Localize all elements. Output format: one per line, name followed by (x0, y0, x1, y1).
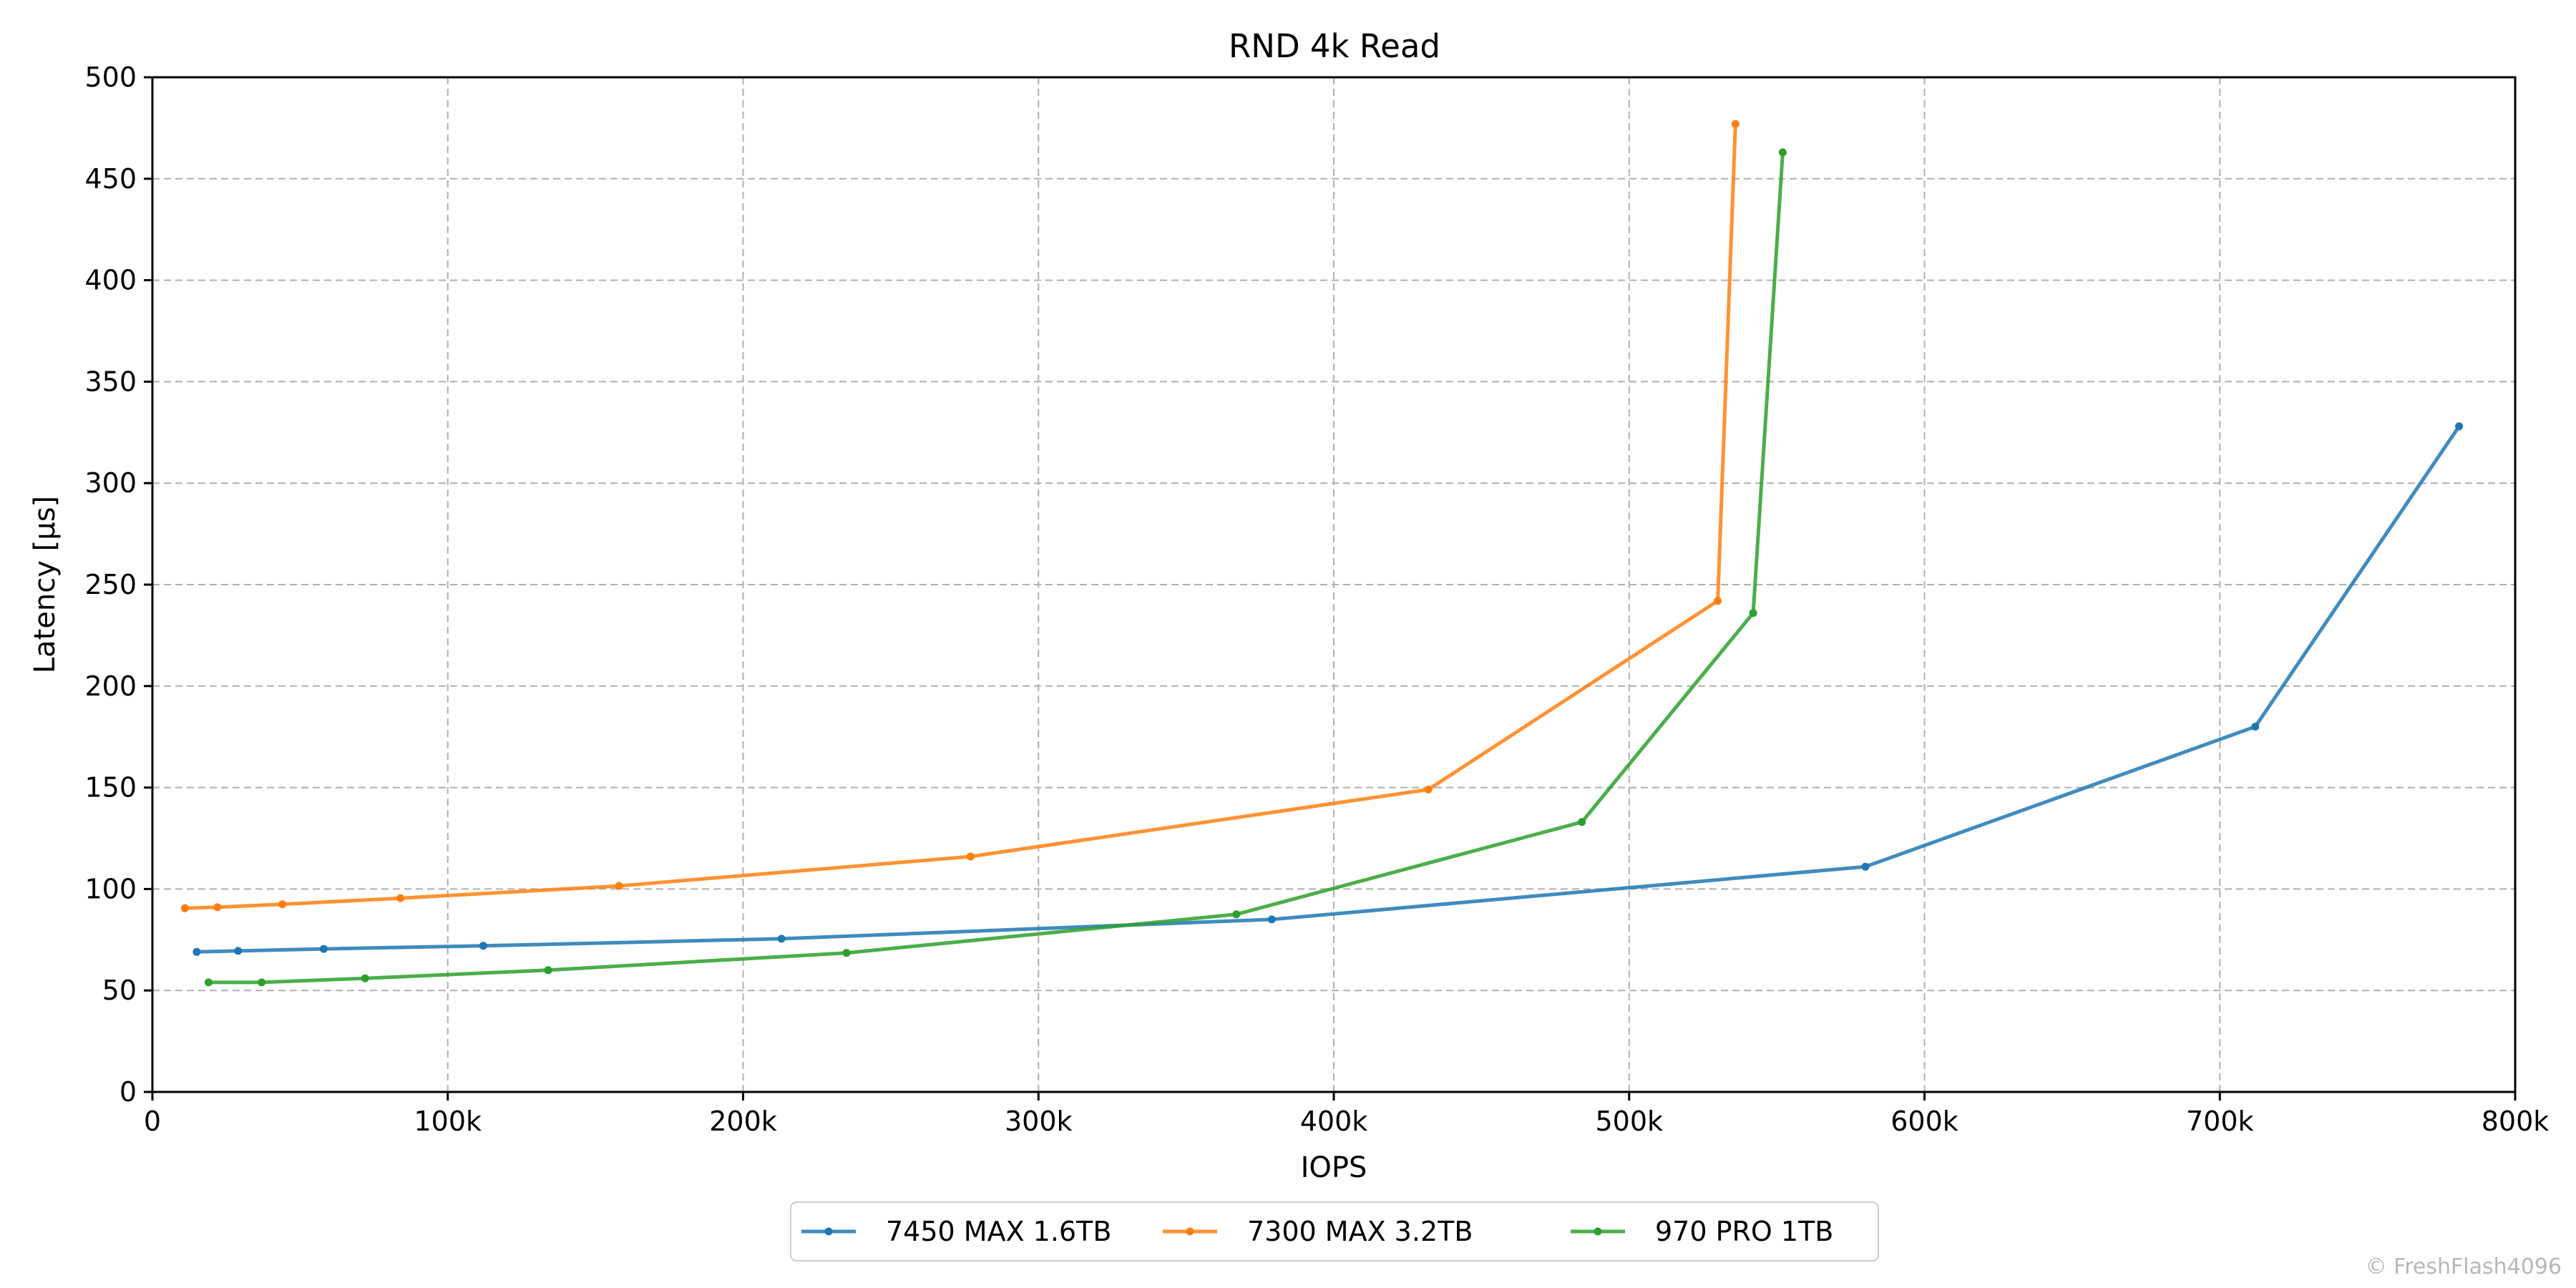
axis-ticks: 0 100k 200k 300k 400k 500k 600k 700k 800k 0 50 100 1… (84, 62, 2549, 1137)
x-tick-label: 0 (144, 1106, 161, 1137)
series-1-point (319, 945, 328, 953)
legend-label: 970 PRO 1TB (1655, 1216, 1833, 1247)
chart-title: RND 4k Read (1229, 27, 1440, 65)
legend-label: 7450 MAX 1.6TB (886, 1216, 1111, 1247)
series-3-point (1749, 609, 1757, 618)
series-3-point (258, 978, 266, 987)
y-tick-label: 350 (84, 366, 137, 397)
series-2-point (1424, 785, 1433, 794)
legend-swatch-marker (1186, 1227, 1194, 1236)
series-2-point (1731, 119, 1740, 128)
legend: 7450 MAX 1.6TB 7300 MAX 3.2TB 970 PRO 1TB (790, 1201, 1879, 1262)
series-3-point (842, 949, 851, 957)
x-tick-label: 200k (709, 1106, 777, 1137)
y-tick-label: 200 (84, 670, 137, 702)
watermark: © FreshFlash4096 (2366, 1254, 2562, 1279)
x-tick-label: 600k (1890, 1106, 1958, 1137)
x-tick-label: 300k (1005, 1106, 1073, 1137)
legend-swatch-marker (1594, 1227, 1602, 1236)
legend-box (790, 1201, 1879, 1262)
series-3-point (1578, 818, 1586, 826)
legend-item: 970 PRO 1TB (1571, 1216, 1833, 1247)
series-3-point (204, 978, 213, 987)
series-1-point (1267, 915, 1276, 924)
legend-item: 7300 MAX 3.2TB (1163, 1216, 1473, 1247)
x-tick-label: 100k (414, 1106, 482, 1137)
series-1-point (1861, 862, 1870, 871)
series-3 (204, 148, 1787, 987)
series-3-point (544, 966, 552, 975)
y-tick-label: 50 (102, 975, 137, 1006)
series-group (180, 119, 2464, 987)
series-1-point (2251, 723, 2260, 731)
y-tick-label: 250 (84, 569, 137, 600)
series-1-point (2455, 422, 2464, 431)
series-1-point (234, 947, 243, 955)
series-1 (192, 422, 2464, 956)
y-tick-label: 450 (84, 163, 137, 195)
series-1-point (192, 947, 201, 956)
series-1-point (479, 942, 487, 950)
series-3-point (1778, 148, 1787, 157)
x-tick-label: 700k (2186, 1106, 2254, 1137)
legend-label: 7300 MAX 3.2TB (1247, 1216, 1473, 1247)
series-2-point (966, 852, 975, 861)
y-tick-label: 500 (84, 62, 137, 93)
series-2-point (1714, 597, 1722, 605)
series-1-point (777, 935, 786, 943)
y-axis-label: Latency [µs] (29, 496, 62, 673)
x-tick-label: 800k (2482, 1106, 2550, 1137)
series-2-point (615, 882, 623, 890)
series-2-point (213, 903, 222, 912)
x-axis-label: IOPS (1301, 1151, 1367, 1184)
series-2 (180, 119, 1740, 912)
y-tick-label: 400 (84, 265, 137, 296)
series-2-point (278, 900, 287, 909)
series-2-point (396, 894, 405, 902)
x-tick-label: 400k (1300, 1106, 1368, 1137)
legend-swatch-marker (824, 1227, 833, 1236)
y-tick-label: 0 (119, 1076, 137, 1108)
series-3-point (361, 974, 369, 982)
y-tick-label: 100 (84, 873, 137, 904)
series-3-point (1232, 910, 1241, 919)
legend-item: 7450 MAX 1.6TB (801, 1216, 1111, 1247)
y-tick-label: 150 (84, 772, 137, 804)
y-tick-label: 300 (84, 467, 137, 499)
series-2-point (180, 904, 189, 912)
x-tick-label: 500k (1595, 1106, 1663, 1137)
